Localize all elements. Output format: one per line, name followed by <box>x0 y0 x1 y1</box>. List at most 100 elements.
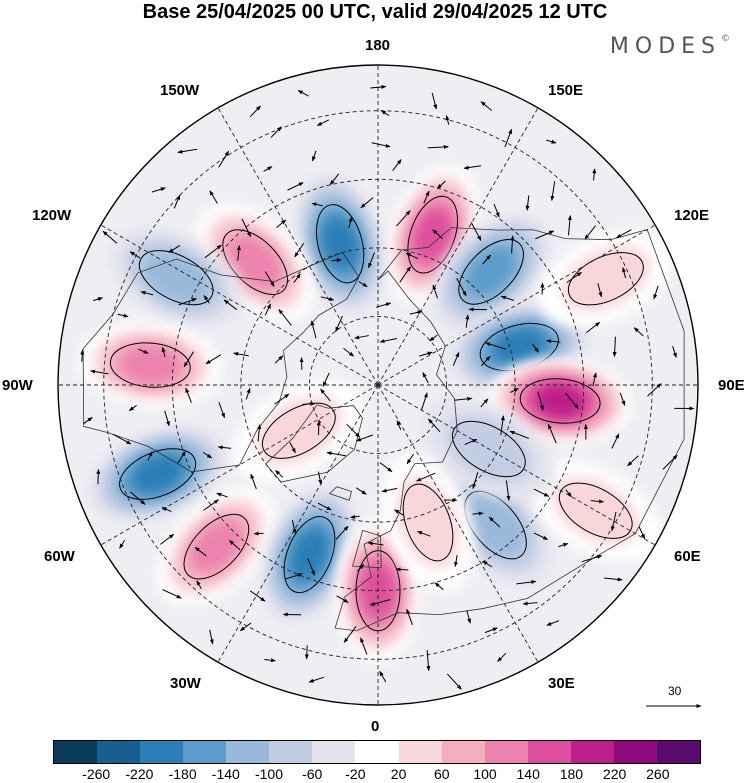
wind-vector <box>533 488 550 497</box>
meridian-line <box>217 384 379 663</box>
wind-vector <box>510 387 519 393</box>
wind-vector <box>209 190 218 204</box>
wind-vector <box>358 281 368 288</box>
map-boundary <box>57 64 699 706</box>
wind-vector <box>304 645 309 660</box>
contour-line <box>109 342 191 388</box>
wind-vector <box>504 128 513 148</box>
wind-vector <box>203 499 219 511</box>
wind-vector <box>550 181 556 201</box>
wind-vector <box>275 470 284 478</box>
wind-vector <box>194 546 207 557</box>
wind-vector <box>307 558 316 576</box>
meridian-line <box>377 384 539 663</box>
wind-vector <box>379 462 393 473</box>
wind-vector <box>285 573 303 580</box>
wind-vector <box>405 252 418 259</box>
coastline <box>82 252 360 473</box>
wind-vector <box>147 451 153 461</box>
lon-label-60e: 60E <box>674 548 701 565</box>
wind-vector <box>312 150 317 162</box>
wind-vector <box>464 438 478 446</box>
positive-anomaly <box>529 459 662 562</box>
lon-label-90e: 90E <box>718 377 745 394</box>
wind-vector <box>168 245 181 253</box>
colorbar-tick-label: 60 <box>434 766 450 782</box>
wind-vector <box>367 541 384 546</box>
wind-vector <box>481 355 491 367</box>
wind-vector <box>647 383 662 397</box>
wind-vector <box>216 492 228 498</box>
coastline <box>334 227 685 632</box>
map-disc <box>58 65 698 705</box>
colorbar-tick-label: 20 <box>390 766 407 782</box>
wind-vector <box>406 608 413 626</box>
wind-vector <box>128 405 137 412</box>
wind-vector <box>535 230 555 240</box>
anomaly-contour <box>466 493 525 557</box>
wind-vector <box>638 526 646 540</box>
colorbar-tick-label: 180 <box>559 766 584 782</box>
wind-vector <box>480 101 493 111</box>
positive-anomaly <box>157 487 276 606</box>
wind-vector <box>422 372 429 384</box>
wind-vector <box>454 554 458 568</box>
lon-label-150e: 150E <box>548 82 584 99</box>
colorbar-tick-label: -100 <box>254 766 284 782</box>
contour-line <box>283 516 336 594</box>
wind-vector <box>590 499 605 504</box>
wind-vector <box>396 210 411 227</box>
wind-vector <box>482 254 491 265</box>
meridian-line <box>100 384 379 546</box>
colorbar-swatch <box>97 741 141 763</box>
wind-vector <box>326 451 347 457</box>
positive-anomaly <box>78 322 223 408</box>
colorbar-labels: -260 -220 -180 -140 -100 -60 -20 20 60 100 140 180 2… <box>0 766 750 783</box>
wind-vector <box>472 472 479 489</box>
wind-vector <box>584 225 597 240</box>
wind-vector <box>249 105 261 118</box>
wind-vector <box>525 195 530 211</box>
land-outline-layer <box>82 227 685 632</box>
wind-vector <box>516 580 537 585</box>
wind-vector <box>371 142 391 148</box>
brand-name: MODES <box>609 34 721 59</box>
wind-vector <box>354 335 369 340</box>
wind-vector <box>356 434 374 442</box>
wind-vector <box>278 308 292 326</box>
anomaly-contour <box>142 251 211 304</box>
wind-vector <box>164 410 170 427</box>
wind-vector <box>399 266 411 283</box>
wind-vector <box>270 126 282 138</box>
wind-vector <box>416 472 436 482</box>
wind-vector <box>379 670 387 683</box>
wind-vector <box>432 284 439 299</box>
wind-vector <box>310 320 317 339</box>
wind-vector <box>360 197 374 209</box>
wind-vector <box>581 555 603 563</box>
meridian-line <box>377 107 539 386</box>
wind-vector <box>350 514 360 519</box>
wind-vector <box>662 454 678 470</box>
contour-line <box>402 483 454 562</box>
wind-vector <box>297 90 309 97</box>
wind-vector <box>379 337 398 343</box>
contour-line <box>316 204 365 284</box>
wind-vector <box>178 298 197 306</box>
wind-vector <box>343 347 355 357</box>
wind-vector <box>522 601 538 606</box>
wind-vector <box>558 543 569 548</box>
wind-vector <box>436 180 446 189</box>
wind-vector <box>241 218 252 238</box>
wind-vector <box>130 491 146 505</box>
colorbar-tick-label: -260 <box>82 766 111 782</box>
graticule <box>58 65 698 705</box>
wind-vector <box>592 372 597 387</box>
wind-vector <box>466 610 472 624</box>
wind-vector <box>291 520 297 534</box>
wind-vector <box>396 420 402 431</box>
wind-vector-layer <box>80 84 695 690</box>
colorbar-tick-label: 100 <box>473 766 497 782</box>
meridian-line <box>377 384 656 546</box>
wind-vector <box>264 303 272 316</box>
